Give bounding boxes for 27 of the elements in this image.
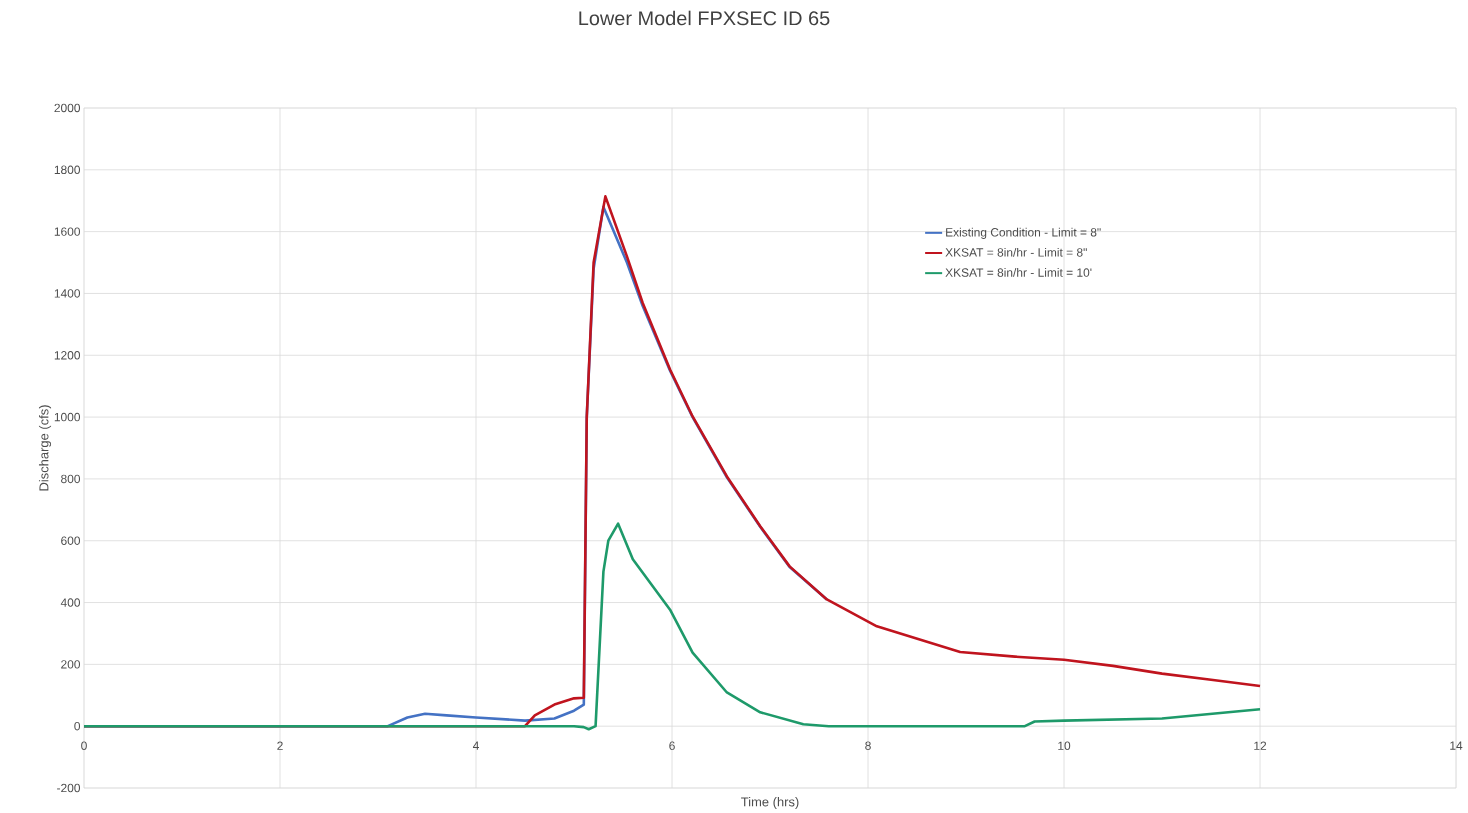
y-tick-label: 1400 [54,289,81,298]
line-series [84,522,1262,731]
y-tick-label: 600 [61,536,81,545]
y-tick-label: 800 [61,474,81,484]
x-axis-title: Time (hrs) [741,796,799,810]
chart-title: Lower Model FPXSEC ID 65 [579,10,830,26]
x-tick-label: 0 [81,741,87,750]
y-tick-label: 200 [61,660,81,669]
x-tick-label: 8 [865,741,871,750]
x-tick-label: 6 [669,741,675,750]
legend-label: XKSAT = 8in/hr - Limit = 8" [945,247,1087,257]
x-tick-label: 12 [1254,741,1267,750]
legend-label: Existing Condition - Limit = 8" [946,227,1101,239]
x-tick-label: 14 [1450,741,1463,750]
y-tick-label: -200 [57,783,81,793]
y-tick-label: 2000 [54,103,81,113]
y-tick-label: 1000 [54,412,81,422]
legend-label: XKSAT = 8in/hr - Limit = 10' [945,268,1092,277]
x-tick-label: 10 [1058,741,1071,750]
x-tick-label: 2 [277,741,283,750]
y-axis-title: Discharge (cfs) [38,405,52,491]
y-tick-label: 1600 [54,227,81,236]
y-tick-label: 1200 [54,351,81,360]
y-tick-label: 400 [60,598,81,607]
y-tick-label: 1800 [54,165,81,175]
x-tick-label: 4 [472,741,479,750]
y-tick-label: 0 [74,721,81,731]
